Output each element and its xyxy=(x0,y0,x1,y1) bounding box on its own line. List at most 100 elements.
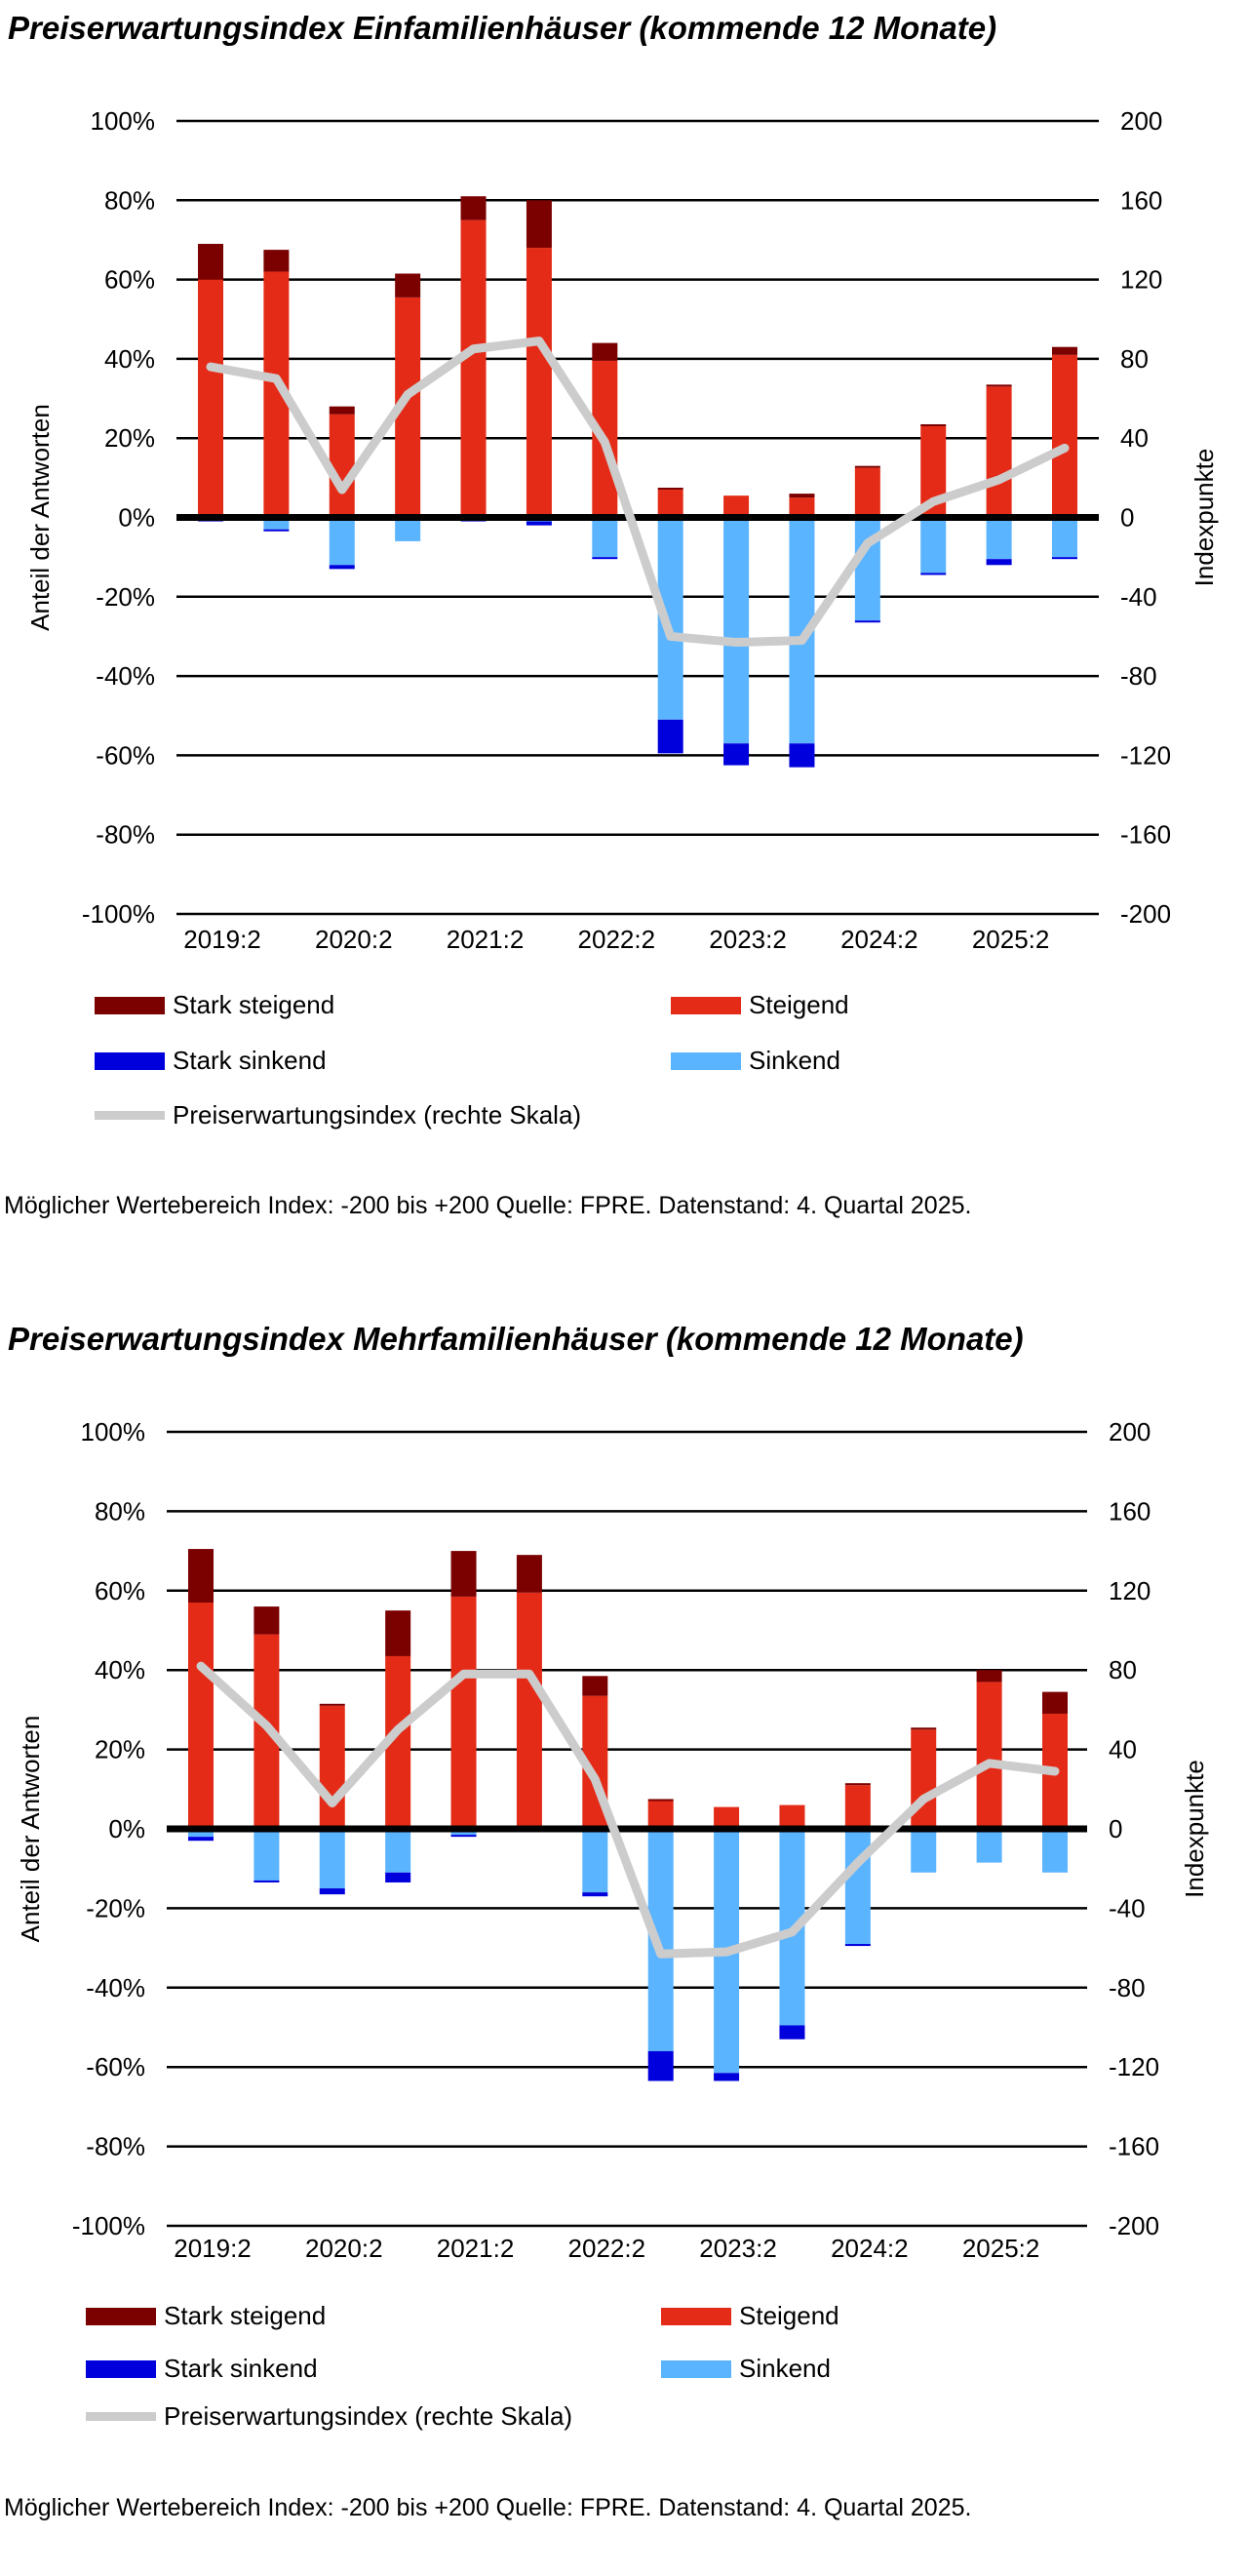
y-axis-title: Anteil der Antworten xyxy=(25,404,55,631)
bar-steigend xyxy=(911,1729,937,1829)
y-tick-label: 40% xyxy=(104,344,155,374)
y-tick-label: 0% xyxy=(118,503,155,533)
bar-sinkend xyxy=(976,1829,1002,1863)
y2-axis-title: Indexpunkte xyxy=(1190,449,1219,587)
y-axis-title: Anteil der Antworten xyxy=(16,1716,45,1943)
legend-swatch xyxy=(86,2307,156,2325)
bar-steigend xyxy=(657,490,683,518)
bar-sinkend xyxy=(592,517,618,558)
bar-stark-steigend xyxy=(254,1606,280,1635)
bar-steigend xyxy=(329,414,355,518)
bar-steigend xyxy=(789,497,815,518)
legend-label: Preiserwartungsindex (rechte Skala) xyxy=(173,1100,582,1129)
y2-tick-label: 120 xyxy=(1120,265,1162,295)
legend-label: Sinkend xyxy=(739,2354,831,2383)
y-tick-label: 100% xyxy=(81,1417,146,1447)
bar-sinkend xyxy=(911,1829,937,1873)
y2-tick-label: -40 xyxy=(1109,1893,1146,1922)
y2-tick-label: -200 xyxy=(1120,899,1171,929)
bar-steigend xyxy=(854,467,880,518)
bar-stark-sinkend xyxy=(526,521,552,526)
bar-stark-sinkend xyxy=(714,2073,740,2081)
bar-stark-steigend xyxy=(450,1551,477,1597)
bar-steigend xyxy=(1052,354,1077,518)
index-line xyxy=(206,337,1070,648)
legend-stark-steigend: Stark steigend xyxy=(95,990,334,1020)
legend-swatch xyxy=(86,2359,156,2378)
y2-tick-label: -120 xyxy=(1120,740,1171,770)
y-tick-label: -40% xyxy=(96,661,155,691)
y2-tick-label: 160 xyxy=(1120,185,1162,215)
legend-swatch xyxy=(671,996,741,1014)
bar-steigend xyxy=(516,1592,542,1829)
y2-tick-label: -200 xyxy=(1109,2211,1159,2240)
y2-tick-label: -160 xyxy=(1120,820,1171,850)
bar-stark-sinkend xyxy=(254,1880,280,1882)
y-tick-label: 0% xyxy=(108,1814,145,1843)
footnote: Möglicher Wertebereich Index: -200 bis +… xyxy=(4,2494,972,2521)
bar-stark-steigend xyxy=(592,342,618,361)
legend-swatch xyxy=(671,1051,741,1070)
footnote: Möglicher Wertebereich Index: -200 bis +… xyxy=(4,1192,972,1219)
bar-stark-steigend xyxy=(911,1727,937,1730)
x-tick-label: 2024:2 xyxy=(831,2234,909,2263)
legend-sinkend: Sinkend xyxy=(661,2354,831,2384)
x-tick-label: 2021:2 xyxy=(447,925,525,954)
bar-stark-steigend xyxy=(844,1783,871,1786)
legend-index: Preiserwartungsindex (rechte Skala) xyxy=(95,1100,581,1130)
y2-tick-label: 80 xyxy=(1109,1655,1137,1684)
y-tick-label: 20% xyxy=(104,423,155,453)
bar-stark-steigend xyxy=(395,273,421,297)
bar-steigend xyxy=(714,1806,740,1829)
legend-stark-steigend: Stark steigend xyxy=(86,2301,326,2331)
bar-steigend xyxy=(779,1804,805,1829)
bar-stark-sinkend xyxy=(263,529,290,532)
chart-title: Preiserwartungsindex Einfamilienhäuser (… xyxy=(8,10,997,46)
x-tick-label: 2025:2 xyxy=(972,925,1050,954)
bar-stark-sinkend xyxy=(188,1837,214,1842)
x-tick-label: 2025:2 xyxy=(962,2234,1040,2263)
legend-label: Steigend xyxy=(739,2301,839,2330)
y2-tick-label: 200 xyxy=(1109,1417,1150,1447)
bar-stark-steigend xyxy=(385,1610,411,1656)
bar-stark-steigend xyxy=(1052,346,1077,355)
bar-steigend xyxy=(986,386,1012,518)
legend-label: Stark steigend xyxy=(173,990,335,1019)
bar-stark-sinkend xyxy=(450,1835,477,1838)
bar-stark-sinkend xyxy=(920,573,947,575)
legend-swatch xyxy=(661,2307,731,2325)
x-tick-label: 2020:2 xyxy=(315,925,393,954)
bar-sinkend xyxy=(582,1829,608,1893)
bar-stark-sinkend xyxy=(779,2025,805,2040)
index-line xyxy=(196,1661,1060,1959)
legend-index: Preiserwartungsindex (rechte Skala) xyxy=(86,2401,572,2432)
bar-stark-steigend xyxy=(319,1703,345,1706)
bar-stark-steigend xyxy=(647,1799,674,1802)
legend-label: Stark steigend xyxy=(164,2301,327,2330)
bar-stark-sinkend xyxy=(986,559,1012,566)
legend-stark-sinkend: Stark sinkend xyxy=(95,1046,327,1076)
bar-stark-steigend xyxy=(854,465,880,468)
bar-steigend xyxy=(188,1603,214,1829)
y-tick-label: -60% xyxy=(86,2052,145,2081)
y-tick-label: -20% xyxy=(96,582,155,612)
y2-tick-label: 40 xyxy=(1109,1735,1137,1764)
y2-tick-label: 120 xyxy=(1109,1576,1150,1605)
bar-stark-sinkend xyxy=(789,743,815,768)
bar-sinkend xyxy=(188,1829,214,1838)
y2-tick-label: 200 xyxy=(1120,106,1162,136)
bar-stark-sinkend xyxy=(1052,557,1077,560)
legend-label: Stark sinkend xyxy=(164,2354,318,2383)
y2-tick-label: -120 xyxy=(1109,2052,1159,2081)
y-tick-label: -100% xyxy=(72,2211,145,2240)
bar-sinkend xyxy=(1052,517,1077,558)
legend-swatch xyxy=(95,1111,165,1120)
bar-stark-steigend xyxy=(976,1670,1002,1683)
bar-stark-steigend xyxy=(1042,1691,1068,1714)
bar-sinkend xyxy=(844,1829,871,1945)
y-tick-label: -20% xyxy=(86,1893,145,1922)
bar-stark-sinkend xyxy=(657,719,683,754)
legend-swatch xyxy=(95,996,165,1014)
legend-swatch xyxy=(86,2412,156,2421)
bar-steigend xyxy=(976,1682,1002,1829)
